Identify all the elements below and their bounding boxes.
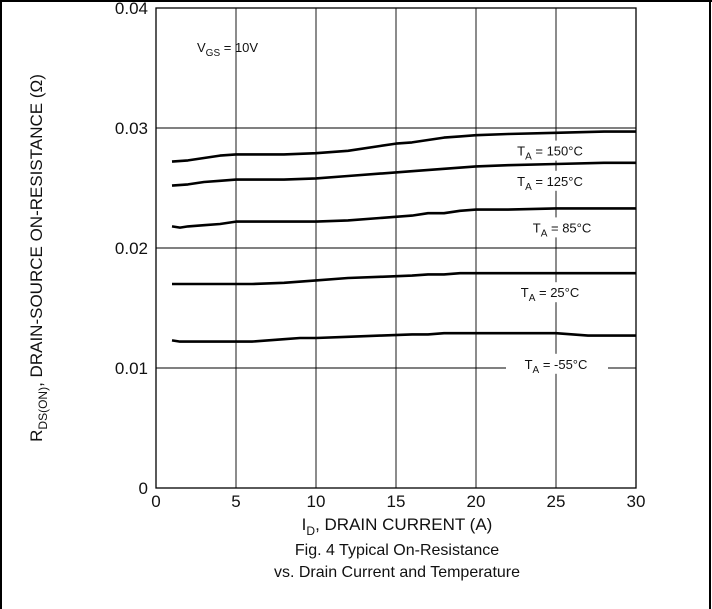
curve-label: TA = 85°C <box>533 220 592 239</box>
plot-area-border <box>155 7 637 489</box>
series-line <box>171 130 636 163</box>
series-line <box>171 161 636 187</box>
series-line <box>171 331 636 343</box>
y-axis-label: RDS(ON), DRAIN-SOURCE ON-RESISTANCE (Ω) <box>27 74 50 442</box>
condition-label: VGS = 10V <box>197 40 258 59</box>
curve-label-backing <box>506 353 608 374</box>
x-tick-label: 10 <box>307 492 326 511</box>
x-axis-label-sub: D <box>306 524 315 538</box>
curve-label-backing <box>500 282 602 303</box>
grid <box>155 7 637 489</box>
x-tick-label: 15 <box>387 492 406 511</box>
y-tick-label: 0.03 <box>115 119 148 138</box>
curve-label: TA = -55°C <box>525 357 588 376</box>
x-axis-label: ID, DRAIN CURRENT (A) <box>302 515 493 538</box>
series-line <box>171 207 636 229</box>
x-axis-label-rest: , DRAIN CURRENT (A) <box>315 515 492 534</box>
x-tick-label: 25 <box>547 492 566 511</box>
condition-sub: GS <box>206 48 221 59</box>
y-axis-label-main: R <box>27 430 46 442</box>
x-tick-label: 0 <box>151 492 160 511</box>
curve-label-backing <box>512 217 614 238</box>
figure-caption-line1: Fig. 4 Typical On-Resistance <box>295 542 499 559</box>
curve-labels: TA = 150°C TA = 125°C TA = 85°C TA = 25°C TA… <box>500 140 614 376</box>
series-layer <box>171 130 636 343</box>
curve-label: TA = 150°C <box>517 144 583 163</box>
y-tick-label: 0.01 <box>115 359 148 378</box>
curve-label: TA = 125°C <box>517 174 583 193</box>
figure-caption-line2: vs. Drain Current and Temperature <box>274 564 520 581</box>
curve-label: TA = 25°C <box>521 285 580 304</box>
x-tick-label: 30 <box>627 492 646 511</box>
y-axis-label-sub: DS(ON) <box>36 387 50 430</box>
x-axis-label-main: I <box>302 515 307 534</box>
curve-label-backing <box>500 170 602 191</box>
condition-main: V <box>197 40 206 55</box>
x-tick-label: 5 <box>231 492 240 511</box>
condition-rest: = 10V <box>220 40 258 55</box>
x-tick-label: 20 <box>467 492 486 511</box>
y-axis-label-rest: , DRAIN-SOURCE ON-RESISTANCE (Ω) <box>27 74 46 387</box>
tick-labels: 0 5 10 15 20 25 30 0 0.01 0.02 0.03 0.04 <box>115 0 646 511</box>
y-tick-label: 0 <box>139 479 148 498</box>
curve-label-backing <box>500 140 602 161</box>
y-tick-label: 0.02 <box>115 239 148 258</box>
series-line <box>172 271 636 286</box>
y-tick-label: 0.04 <box>115 0 148 18</box>
